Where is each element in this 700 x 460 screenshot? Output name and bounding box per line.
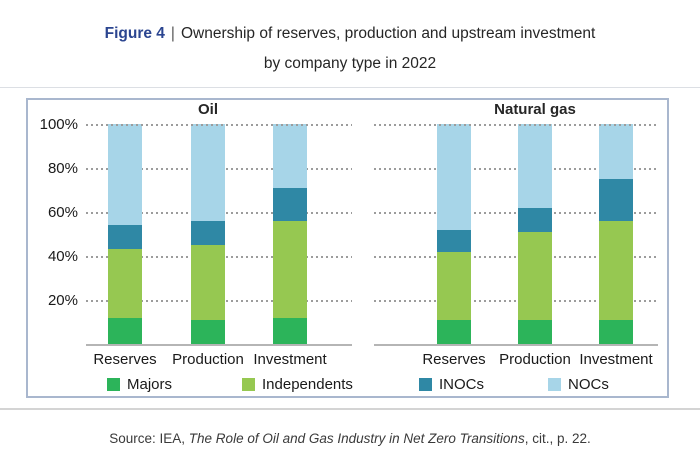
bar-oil-investment — [273, 124, 307, 344]
top-divider-line — [0, 87, 700, 88]
figure-title-line1: Figure 4 | Ownership of reserves, producti… — [0, 21, 700, 47]
bar-oil-reserves — [108, 124, 142, 344]
legend-swatch-majors — [107, 378, 120, 391]
bottom-divider-line — [0, 408, 700, 410]
bar-segment-natural-gas-reserves-nocs — [437, 124, 471, 230]
bar-segment-natural-gas-reserves-majors — [437, 319, 471, 344]
category-label-natural-gas-investment: Investment — [579, 351, 653, 368]
gridline-natural-gas-40 — [374, 256, 658, 258]
x-axis-line-oil — [86, 344, 352, 346]
gridline-oil-100 — [86, 124, 352, 126]
legend-label-nocs: NOCs — [568, 376, 609, 393]
bar-oil-production — [191, 124, 225, 344]
x-axis-line-natural-gas — [374, 344, 658, 346]
bar-segment-natural-gas-investment-majors — [599, 319, 633, 344]
panel-title-oil: Oil — [197, 101, 218, 118]
y-axis-tick-80: 80% — [47, 160, 78, 177]
legend-item-majors: Majors — [107, 377, 172, 392]
legend-item-inocs: INOCs — [419, 377, 484, 392]
bar-segment-natural-gas-investment-independents — [599, 220, 633, 320]
gridline-natural-gas-60 — [374, 212, 658, 214]
legend-item-nocs: NOCs — [548, 377, 609, 392]
legend-swatch-inocs — [419, 378, 432, 391]
gridline-natural-gas-100 — [374, 124, 658, 126]
bar-segment-oil-reserves-majors — [108, 317, 142, 344]
gridline-natural-gas-80 — [374, 168, 658, 170]
bar-segment-natural-gas-production-independents — [518, 231, 552, 320]
legend-label-majors: Majors — [127, 376, 173, 393]
bar-segment-natural-gas-reserves-inocs — [437, 229, 471, 252]
source-prefix: Source: IEA, — [109, 431, 189, 446]
bar-segment-natural-gas-investment-inocs — [599, 179, 633, 221]
bar-segment-oil-investment-nocs — [273, 124, 307, 188]
category-label-natural-gas-production: Production — [499, 351, 571, 368]
category-label-oil-reserves: Reserves — [93, 351, 157, 368]
legend-swatch-nocs — [548, 378, 561, 391]
source-suffix: , cit., p. 22. — [524, 431, 591, 446]
panel-title-natural-gas: Natural gas — [494, 101, 576, 118]
legend-label-inocs: INOCs — [439, 376, 484, 393]
bar-natural-gas-reserves — [437, 124, 471, 344]
legend-label-independents: Independents — [262, 376, 353, 393]
category-label-oil-investment: Investment — [253, 351, 327, 368]
bar-segment-natural-gas-investment-nocs — [599, 124, 633, 179]
bar-segment-natural-gas-production-nocs — [518, 124, 552, 208]
bar-segment-natural-gas-production-majors — [518, 319, 552, 344]
bar-segment-oil-production-inocs — [191, 220, 225, 245]
bar-segment-oil-investment-independents — [273, 220, 307, 318]
figure-title: Figure 4 | Ownership of reserves, producti… — [0, 21, 700, 77]
bar-segment-oil-production-nocs — [191, 124, 225, 221]
category-label-natural-gas-reserves: Reserves — [422, 351, 486, 368]
bar-segment-oil-reserves-independents — [108, 249, 142, 318]
bar-segment-oil-investment-majors — [273, 317, 307, 344]
source-title-italic: The Role of Oil and Gas Industry in Net … — [188, 431, 525, 446]
title-separator: | — [170, 25, 175, 42]
y-axis-tick-100: 100% — [39, 116, 78, 133]
y-axis-tick-60: 60% — [47, 204, 78, 221]
legend-swatch-independents — [242, 378, 255, 391]
gridline-natural-gas-20 — [374, 300, 658, 302]
bar-segment-oil-production-majors — [191, 319, 225, 344]
legend-item-independents: Independents — [242, 377, 353, 392]
bar-segment-oil-production-independents — [191, 244, 225, 320]
bar-segment-oil-investment-inocs — [273, 187, 307, 221]
y-axis-tick-20: 20% — [47, 292, 78, 309]
figure-title-text: Ownership of reserves, production and up… — [180, 25, 596, 42]
figure-title-line2: by company type in 2022 — [263, 55, 437, 72]
category-label-oil-production: Production — [172, 351, 244, 368]
bar-segment-natural-gas-reserves-independents — [437, 251, 471, 320]
bar-natural-gas-investment — [599, 124, 633, 344]
figure-label: Figure 4 — [104, 25, 165, 42]
bar-natural-gas-production — [518, 124, 552, 344]
bar-segment-oil-reserves-nocs — [108, 124, 142, 226]
y-axis-tick-40: 40% — [47, 248, 78, 265]
bar-segment-oil-reserves-inocs — [108, 225, 142, 250]
bar-segment-natural-gas-production-inocs — [518, 207, 552, 232]
source-line: Source: IEA, The Role of Oil and Gas Ind… — [0, 431, 700, 446]
